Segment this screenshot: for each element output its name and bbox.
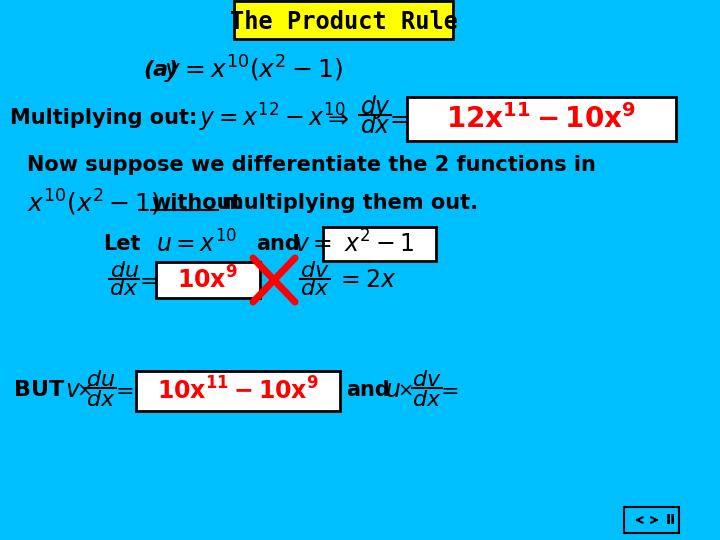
Text: Let: Let bbox=[103, 234, 140, 254]
FancyBboxPatch shape bbox=[135, 371, 340, 411]
Text: $v = $: $v = $ bbox=[294, 232, 332, 256]
Text: without: without bbox=[151, 193, 241, 213]
Text: $dv$: $dv$ bbox=[412, 370, 441, 390]
Text: $x^{10}(x^2-1)$: $x^{10}(x^2-1)$ bbox=[27, 188, 160, 218]
Text: (a): (a) bbox=[143, 60, 179, 80]
FancyBboxPatch shape bbox=[407, 97, 676, 141]
Text: The Product Rule: The Product Rule bbox=[230, 10, 458, 34]
Text: $du$: $du$ bbox=[109, 261, 139, 281]
Text: multiplying them out.: multiplying them out. bbox=[222, 193, 477, 213]
Text: $y = x^{12} - x^{10}$: $y = x^{12} - x^{10}$ bbox=[199, 102, 345, 134]
FancyBboxPatch shape bbox=[323, 227, 436, 261]
Text: $=$: $=$ bbox=[436, 380, 458, 400]
Text: $v$: $v$ bbox=[65, 378, 81, 402]
Text: and: and bbox=[256, 234, 300, 254]
Text: $\mathbf{12x^{11} - 10x^9}$: $\mathbf{12x^{11} - 10x^9}$ bbox=[446, 104, 636, 134]
Text: $dx$: $dx$ bbox=[359, 114, 391, 138]
Text: $u$: $u$ bbox=[384, 378, 400, 402]
FancyBboxPatch shape bbox=[624, 507, 679, 533]
Text: $=$: $=$ bbox=[385, 106, 409, 130]
Text: $\times$: $\times$ bbox=[76, 381, 92, 400]
Text: Multiplying out:: Multiplying out: bbox=[9, 108, 197, 128]
Text: and: and bbox=[346, 380, 390, 400]
Text: $dx$: $dx$ bbox=[109, 279, 139, 299]
Text: $\times$: $\times$ bbox=[397, 381, 413, 400]
Text: $dv$: $dv$ bbox=[300, 261, 330, 281]
Text: $=$: $=$ bbox=[111, 380, 133, 400]
Text: $\mathbf{10x^9}$: $\mathbf{10x^9}$ bbox=[176, 266, 238, 294]
FancyBboxPatch shape bbox=[235, 1, 453, 39]
Text: $u = x^{10}$: $u = x^{10}$ bbox=[156, 231, 237, 258]
Text: $du$: $du$ bbox=[86, 370, 115, 390]
Text: $\mathbf{10x^{11} - 10x^9}$: $\mathbf{10x^{11} - 10x^9}$ bbox=[157, 377, 319, 404]
Text: BUT: BUT bbox=[14, 380, 65, 400]
Text: $dy$: $dy$ bbox=[359, 93, 391, 121]
Text: $dx$: $dx$ bbox=[300, 279, 330, 299]
Text: $\Rightarrow$: $\Rightarrow$ bbox=[323, 106, 349, 130]
Text: Now suppose we differentiate the 2 functions in: Now suppose we differentiate the 2 funct… bbox=[27, 155, 595, 175]
Text: $=$: $=$ bbox=[135, 270, 158, 290]
Text: $= 2x$: $= 2x$ bbox=[336, 268, 396, 292]
Text: $dx$: $dx$ bbox=[86, 390, 115, 410]
Text: $dx$: $dx$ bbox=[412, 390, 441, 410]
Text: II: II bbox=[666, 513, 676, 527]
Text: $y = x^{10}(x^2-1)$: $y = x^{10}(x^2-1)$ bbox=[163, 54, 343, 86]
Text: $x^2-1$: $x^2-1$ bbox=[343, 231, 415, 258]
FancyBboxPatch shape bbox=[156, 262, 260, 298]
